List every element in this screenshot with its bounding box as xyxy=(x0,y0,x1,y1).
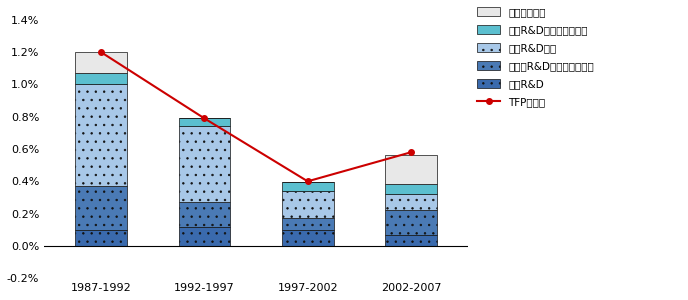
Bar xyxy=(75,84,127,186)
Bar xyxy=(75,230,127,246)
Bar xyxy=(282,182,334,191)
Line: TFP上昇率: TFP上昇率 xyxy=(98,50,413,184)
Bar xyxy=(385,235,437,246)
Bar xyxy=(385,184,437,194)
Legend: その他の要因, 公的R&Dスピルオーバー, 産業R&D効果, 企業間R&Dスピルオーバー, 自社R&D, TFP上昇率: その他の要因, 公的R&Dスピルオーバー, 産業R&D効果, 企業間R&Dスピル… xyxy=(477,7,594,107)
Bar xyxy=(385,194,437,210)
Bar xyxy=(178,118,230,126)
TFP上昇率 xyxy=(97,50,105,54)
TFP上昇率 xyxy=(200,117,208,120)
Bar xyxy=(178,126,230,202)
Bar xyxy=(75,186,127,230)
Bar xyxy=(75,52,127,73)
TFP上昇率 xyxy=(303,179,312,183)
Bar xyxy=(178,202,230,226)
Bar xyxy=(385,155,437,184)
TFP上昇率 xyxy=(407,151,415,154)
Bar xyxy=(282,218,334,230)
Bar xyxy=(178,226,230,246)
Bar xyxy=(385,210,437,235)
Bar xyxy=(282,230,334,246)
Bar xyxy=(282,191,334,218)
Bar xyxy=(75,73,127,84)
